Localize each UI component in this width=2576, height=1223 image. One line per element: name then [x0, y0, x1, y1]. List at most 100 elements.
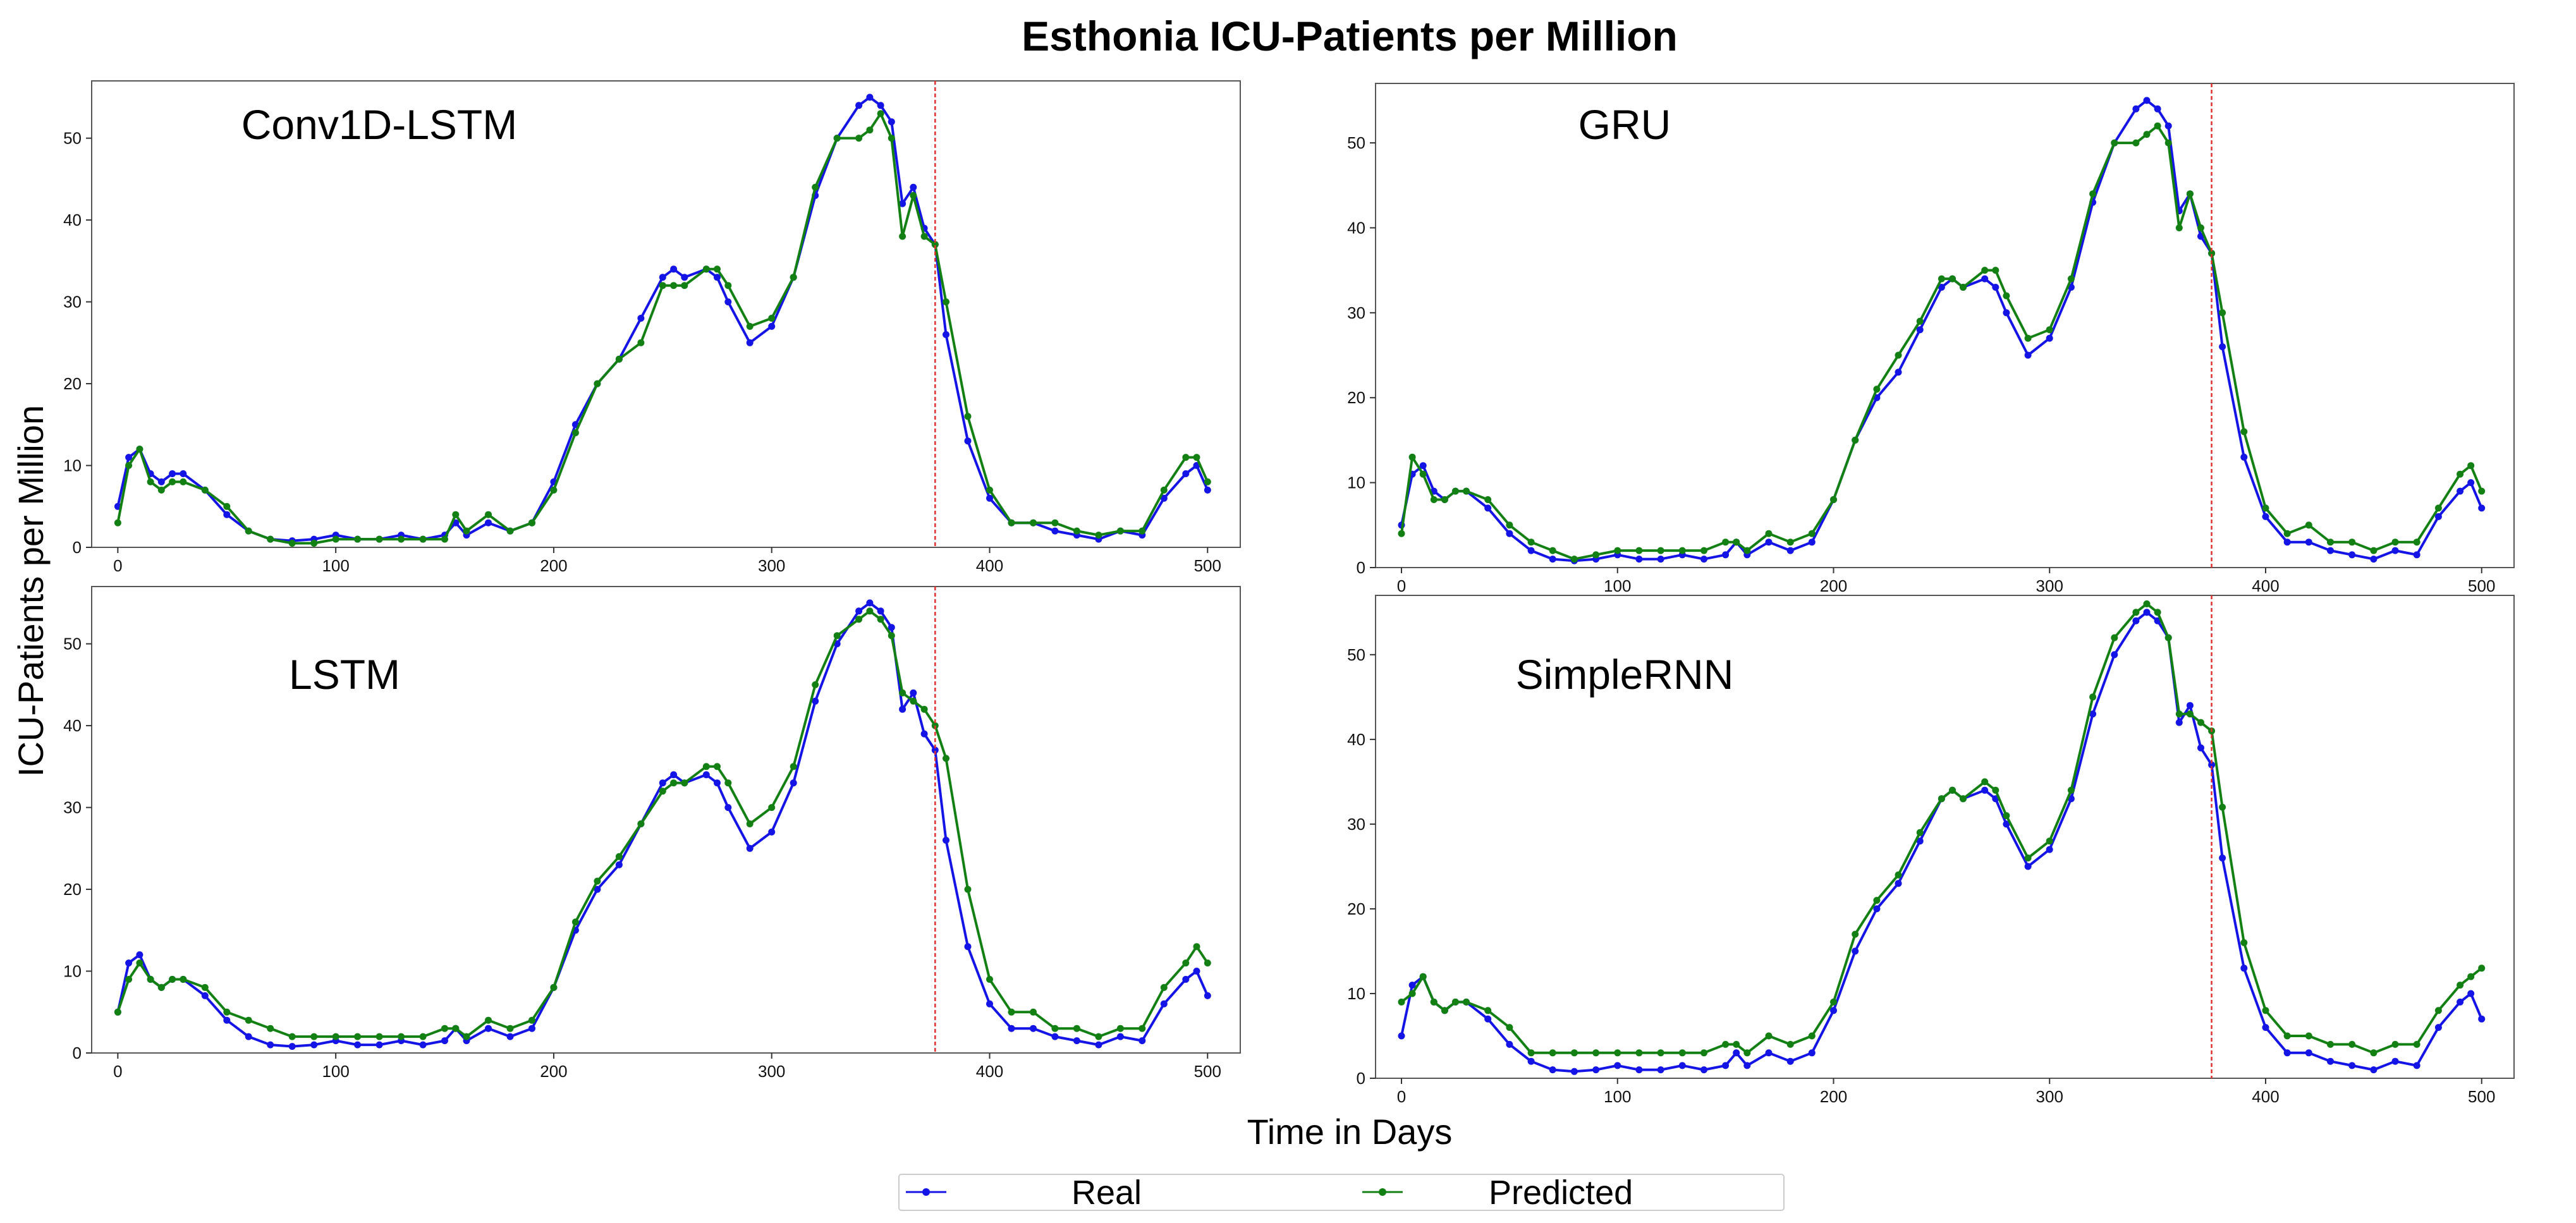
point-predicted — [2186, 190, 2194, 198]
point-predicted — [1657, 547, 1664, 554]
point-predicted — [354, 1033, 362, 1040]
point-real — [790, 779, 797, 787]
point-real — [2197, 744, 2204, 751]
point-real — [2327, 547, 2334, 554]
series-predicted-conv1d-lstm — [114, 110, 1211, 547]
point-predicted — [2143, 131, 2151, 138]
point-predicted — [1419, 470, 1427, 478]
point-predicted — [2478, 487, 2486, 495]
point-real — [1852, 947, 1859, 955]
point-real — [201, 992, 209, 999]
point-predicted — [1160, 983, 1168, 991]
point-predicted — [2348, 538, 2356, 546]
point-predicted — [2283, 1032, 2291, 1040]
point-predicted — [2067, 275, 2075, 283]
x-tick-label: 300 — [758, 556, 785, 575]
point-real — [354, 1041, 362, 1049]
x-tick-label: 300 — [2036, 1087, 2063, 1106]
x-tick-label: 100 — [322, 1062, 349, 1081]
point-predicted — [1419, 973, 1427, 980]
point-predicted — [2327, 1040, 2334, 1048]
point-predicted — [1030, 1008, 1037, 1016]
point-predicted — [2154, 122, 2161, 130]
point-real — [910, 689, 917, 697]
point-real — [724, 804, 732, 812]
point-predicted — [1722, 538, 1730, 546]
point-predicted — [2154, 609, 2161, 616]
point-real — [681, 274, 688, 281]
point-real — [1981, 275, 1989, 283]
point-real — [441, 1037, 448, 1045]
point-predicted — [571, 429, 579, 437]
point-real — [485, 1025, 492, 1032]
x-tick-label: 300 — [2036, 576, 2063, 595]
point-predicted — [2219, 309, 2226, 317]
series-real-lstm — [114, 599, 1211, 1050]
point-real — [125, 454, 133, 461]
point-predicted — [1095, 1033, 1102, 1040]
point-predicted — [245, 527, 252, 535]
y-tick-label: 20 — [1347, 388, 1365, 407]
point-predicted — [2143, 600, 2151, 607]
point-predicted — [2370, 547, 2378, 554]
point-real — [2262, 513, 2269, 520]
point-predicted — [2305, 521, 2312, 529]
point-predicted — [375, 1033, 383, 1040]
point-predicted — [310, 540, 318, 547]
point-real — [2003, 820, 2010, 828]
point-predicted — [1182, 454, 1190, 461]
point-predicted — [571, 918, 579, 926]
line-real — [116, 601, 1209, 1048]
point-real — [1182, 976, 1190, 983]
point-predicted — [2046, 326, 2053, 334]
point-real — [310, 1041, 318, 1049]
point-real — [2240, 964, 2248, 972]
point-real — [1981, 786, 1989, 794]
point-predicted — [1635, 1049, 1643, 1057]
point-predicted — [528, 1016, 535, 1024]
x-tick-label: 0 — [113, 1062, 122, 1081]
point-real — [659, 274, 666, 281]
line-predicted — [1400, 602, 2482, 1054]
point-predicted — [1408, 453, 1416, 461]
point-predicted — [2208, 250, 2216, 257]
x-tick-label: 200 — [540, 556, 567, 575]
point-predicted — [1095, 532, 1102, 539]
point-predicted — [1051, 519, 1059, 526]
point-predicted — [147, 976, 154, 983]
point-predicted — [1981, 267, 1989, 274]
point-real — [1160, 494, 1168, 502]
point-predicted — [943, 755, 949, 762]
point-real — [1204, 486, 1211, 494]
point-real — [812, 697, 819, 705]
point-predicted — [659, 282, 666, 289]
point-predicted — [1852, 436, 1859, 444]
point-predicted — [1073, 1025, 1080, 1032]
point-real — [1722, 551, 1730, 559]
point-real — [659, 779, 666, 787]
point-real — [2457, 487, 2464, 495]
point-predicted — [920, 233, 928, 240]
legend-predicted-marker — [1379, 1188, 1386, 1196]
point-real — [866, 94, 874, 101]
point-predicted — [1116, 527, 1124, 535]
y-tick-label: 30 — [63, 293, 82, 312]
point-real — [2348, 1062, 2356, 1069]
point-real — [1743, 1062, 1751, 1069]
point-predicted — [637, 339, 645, 346]
y-tick-label: 40 — [63, 210, 82, 229]
axes-frame-gru — [1375, 83, 2515, 568]
point-predicted — [1873, 386, 1881, 393]
point-predicted — [506, 1025, 514, 1032]
point-real — [1765, 538, 1773, 546]
point-predicted — [931, 241, 939, 248]
point-real — [746, 339, 754, 346]
point-real — [2283, 1049, 2291, 1057]
point-predicted — [2327, 538, 2334, 546]
y-tick-label: 40 — [1347, 730, 1365, 749]
point-predicted — [441, 1025, 448, 1032]
point-real — [2046, 334, 2053, 342]
point-real — [2132, 617, 2140, 624]
point-predicted — [136, 959, 143, 967]
